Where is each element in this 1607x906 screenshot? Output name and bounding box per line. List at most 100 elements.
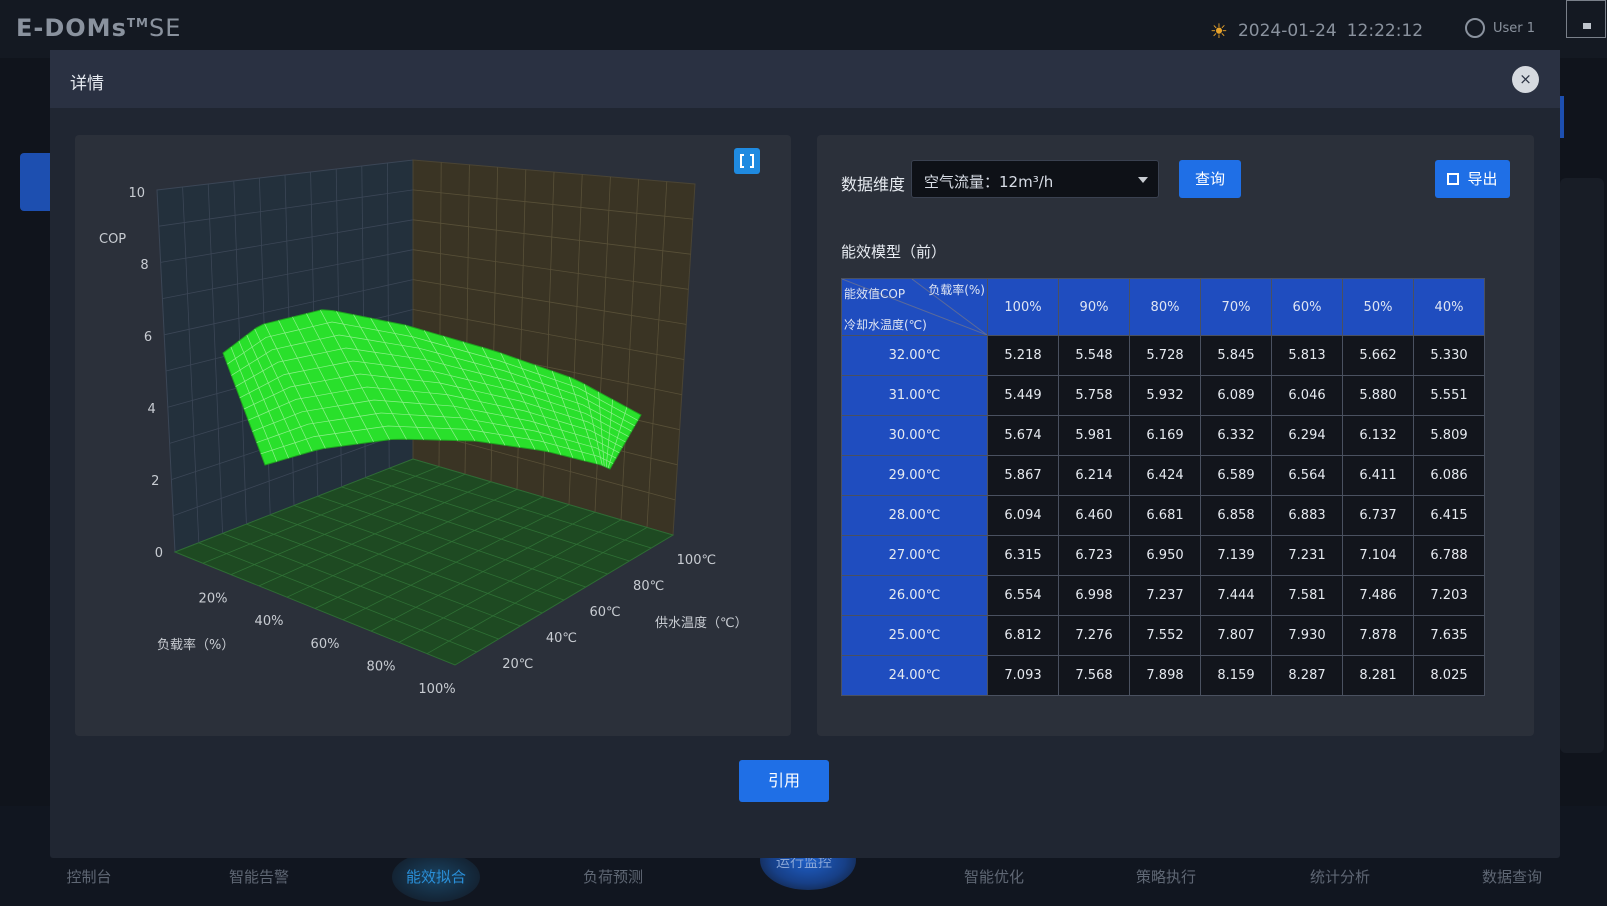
cop-value-cell: 5.867 [987, 455, 1059, 496]
datetime-display: ☀ 2024-01-24 12:22:12 [1210, 19, 1423, 43]
gridline [398, 519, 622, 643]
cop-value-cell: 5.662 [1342, 335, 1414, 376]
x-tick-label: 80% [367, 659, 396, 674]
cop-value-cell: 6.315 [987, 535, 1059, 576]
table-row: 25.00℃ 6.812 7.276 7.552 7.807 7.930 7.878 7.63… [841, 615, 1485, 656]
column-header: 60% [1271, 278, 1343, 336]
cop-value-cell: 7.139 [1200, 535, 1272, 576]
cop-value-cell: 7.231 [1271, 535, 1343, 576]
gridline [314, 496, 544, 609]
background-tab [20, 153, 52, 211]
surface-gridline [231, 334, 635, 427]
surface-gridline [227, 321, 639, 421]
cop-value-cell: 6.737 [1342, 495, 1414, 536]
floor-plane [173, 458, 675, 666]
query-button[interactable]: 查询 [1179, 160, 1241, 198]
column-header: 90% [1058, 278, 1130, 336]
table-corner-cell: 能效值COP 负载率(%) 冷却水温度(℃) [841, 278, 988, 336]
surface-gridline [243, 373, 626, 443]
nav-active-glow [392, 852, 480, 902]
z-tick-label: 10 [128, 186, 145, 201]
cop-value-cell: 6.788 [1413, 535, 1485, 576]
sun-icon: ☀ [1210, 19, 1228, 43]
model-title: 能效模型（前） [841, 243, 947, 261]
z-tick-label: 0 [155, 546, 163, 561]
cop-value-cell: 5.330 [1413, 335, 1485, 376]
cop-value-cell: 5.932 [1129, 375, 1201, 416]
cop-value-cell: 7.581 [1271, 575, 1343, 616]
cop-value-cell: 8.025 [1413, 655, 1485, 696]
z-tick-label: 6 [144, 330, 152, 345]
table-body: 32.00℃ 5.218 5.548 5.728 5.845 5.813 5.662 5.33… [841, 335, 1485, 696]
surface-gridline [235, 347, 632, 432]
y-tick-label: 20℃ [502, 657, 533, 672]
user-name: User 1 [1493, 20, 1536, 36]
fullscreen-icon[interactable] [734, 148, 760, 174]
cop-value-cell: 6.046 [1271, 375, 1343, 416]
cop-value-cell: 7.898 [1129, 655, 1201, 696]
column-header: 50% [1342, 278, 1414, 336]
cop-value-cell: 6.415 [1413, 495, 1485, 536]
nav-item-statistics[interactable]: 统计分析 [1309, 868, 1371, 886]
user-icon [1465, 18, 1485, 38]
cop-value-cell: 5.548 [1058, 335, 1130, 376]
user-menu[interactable]: User 1 [1465, 18, 1535, 38]
cop-value-cell: 6.998 [1058, 575, 1130, 616]
cop-value-cell: 8.159 [1200, 655, 1272, 696]
column-header: 80% [1129, 278, 1201, 336]
table-row: 24.00℃ 7.093 7.568 7.898 8.159 8.287 8.281 8.02… [841, 655, 1485, 696]
row-header-temp: 28.00℃ [841, 495, 988, 536]
nav-item-data-query[interactable]: 数据查询 [1481, 868, 1543, 886]
cop-value-cell: 6.812 [987, 615, 1059, 656]
cop-value-cell: 7.568 [1058, 655, 1130, 696]
nav-item-efficiency-fit[interactable]: 能效拟合 [405, 868, 467, 886]
close-button[interactable]: × [1512, 66, 1539, 93]
gridline [173, 428, 414, 517]
y-tick-label: 60℃ [589, 605, 620, 620]
window-control-icon[interactable] [1566, 0, 1606, 38]
nav-item-load-forecast[interactable]: 负荷预测 [582, 868, 644, 886]
cop-value-cell: 6.089 [1200, 375, 1272, 416]
surface-gridline [239, 360, 629, 437]
surface-gridline [252, 399, 620, 454]
time-text: 12:22:12 [1346, 21, 1424, 41]
data-dimension-select[interactable]: 空气流量：12m³/h [911, 160, 1159, 198]
modal-header: 详情 × [50, 50, 1560, 108]
table-row: 30.00℃ 5.674 5.981 6.169 6.332 6.294 6.132 5.80… [841, 415, 1485, 456]
row-header-temp: 25.00℃ [841, 615, 988, 656]
cop-value-cell: 6.589 [1200, 455, 1272, 496]
table-row: 26.00℃ 6.554 6.998 7.237 7.444 7.581 7.486 7.20… [841, 575, 1485, 616]
export-button[interactable]: 导出 [1435, 160, 1510, 198]
cop-value-cell: 6.460 [1058, 495, 1130, 536]
cop-value-cell: 6.294 [1271, 415, 1343, 456]
corner-load-label: 负载率(%) [928, 283, 985, 297]
corner-cop-label: 能效值COP [844, 287, 906, 301]
nav-item-console[interactable]: 控制台 [66, 868, 112, 886]
data-dimension-label: 数据维度 [841, 175, 906, 194]
row-header-temp: 32.00℃ [841, 335, 988, 376]
chart-panel: 0 2 4 6 8 10 COP 20% 40% 60% 80% 100% 负载率（%） 20℃ 40℃ 60… [75, 135, 791, 736]
z-tick-label: 8 [140, 258, 148, 273]
cop-value-cell: 7.104 [1342, 535, 1414, 576]
nav-item-alarm[interactable]: 智能告警 [228, 868, 290, 886]
gridline [412, 309, 685, 360]
cite-button[interactable]: 引用 [739, 760, 829, 802]
table-panel: 数据维度 空气流量：12m³/h 查询 导出 能效模型（前） [817, 135, 1534, 736]
table-header-row: 能效值COP 负载率(%) 冷却水温度(℃) 100% 90% 80% 70% 60% 5… [841, 278, 1485, 336]
nav-item-optimization[interactable]: 智能优化 [963, 868, 1025, 886]
gridline [317, 495, 586, 588]
y-axis-label: 供水温度（℃） [655, 615, 748, 631]
table-row: 32.00℃ 5.218 5.548 5.728 5.845 5.813 5.662 5.33… [841, 335, 1485, 376]
cop-value-cell: 6.094 [987, 495, 1059, 536]
corner-temp-label: 冷却水温度(℃) [844, 318, 927, 332]
z-tick-label: 2 [151, 474, 159, 489]
x-tick-label: 60% [311, 637, 340, 652]
x-tick-label: 20% [199, 592, 228, 607]
table-row: 29.00℃ 5.867 6.214 6.424 6.589 6.564 6.411 6.08… [841, 455, 1485, 496]
nav-item-strategy[interactable]: 策略执行 [1135, 868, 1197, 886]
cop-value-cell: 5.758 [1058, 375, 1130, 416]
z-axis-label: COP [99, 232, 126, 247]
cop-value-cell: 7.237 [1129, 575, 1201, 616]
cop-value-cell: 7.807 [1200, 615, 1272, 656]
